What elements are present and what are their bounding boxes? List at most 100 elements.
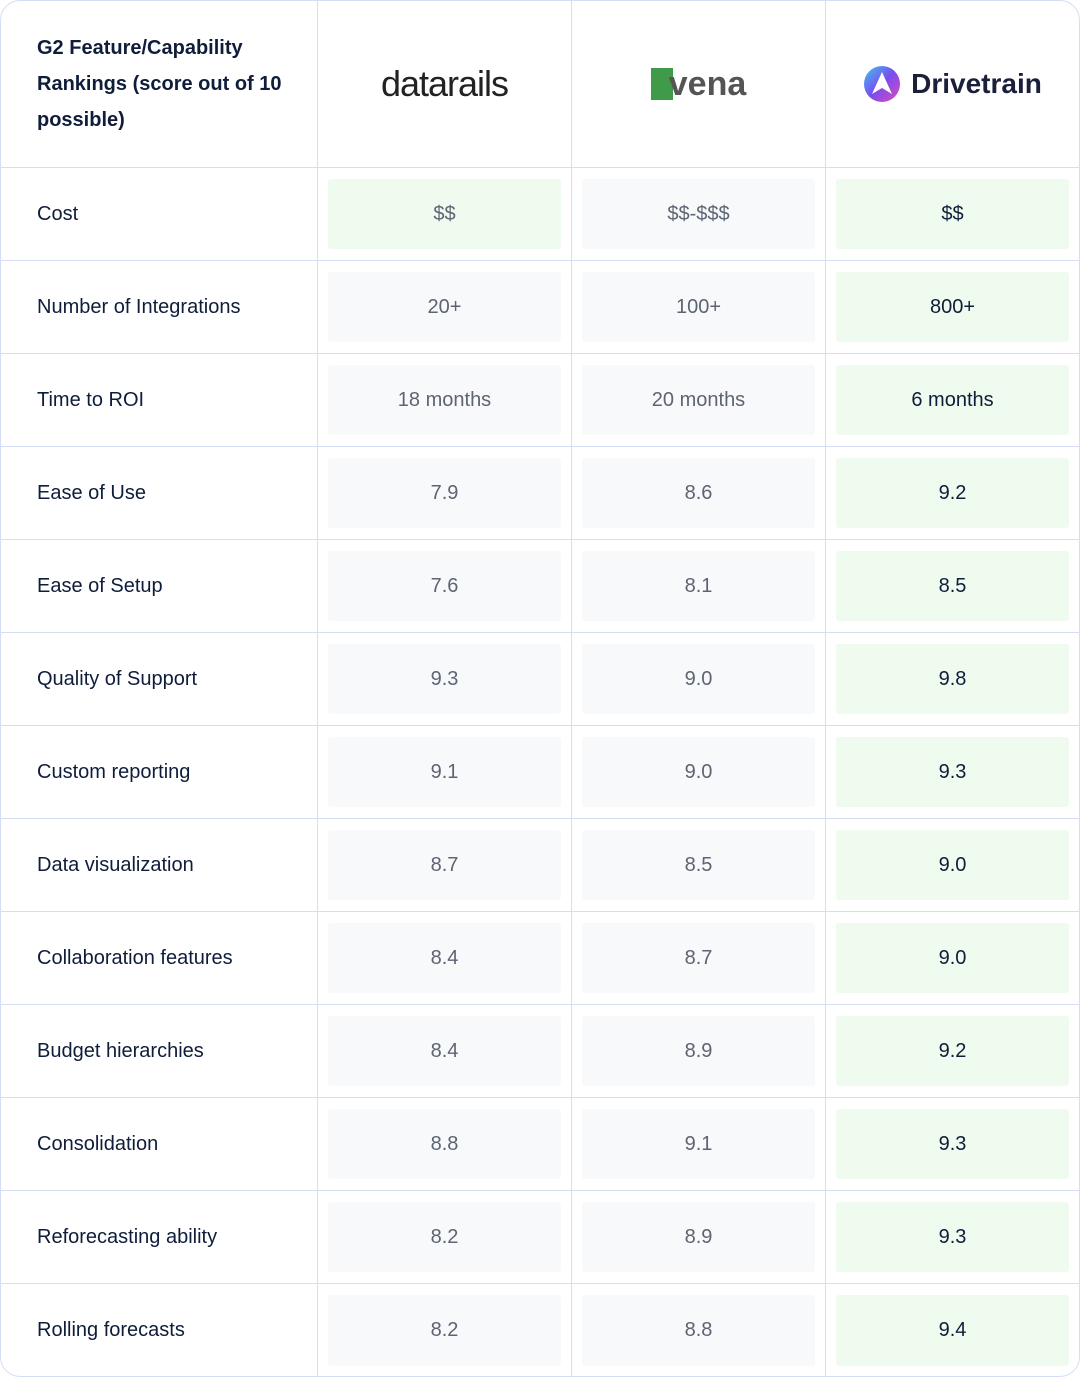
value-cell: 9.3 [825, 1191, 1079, 1283]
value-cell: 8.9 [571, 1191, 825, 1283]
value-cell: 8.7 [317, 819, 571, 911]
value-cell: 8.8 [317, 1098, 571, 1190]
value: 9.2 [836, 1016, 1069, 1086]
value-cell: 8.7 [571, 912, 825, 1004]
table-row: Ease of Use 7.9 8.6 9.2 [1, 447, 1079, 540]
value-cell: 100+ [571, 261, 825, 353]
value: 8.5 [582, 830, 815, 900]
value-cell: 18 months [317, 354, 571, 446]
value-cell: 9.4 [825, 1284, 1079, 1376]
value: 9.4 [836, 1295, 1069, 1366]
value-cell: 9.0 [825, 912, 1079, 1004]
value: 8.2 [328, 1202, 561, 1272]
value-cell: 20 months [571, 354, 825, 446]
row-label: Number of Integrations [37, 295, 241, 318]
value: 9.3 [836, 1109, 1069, 1179]
value-cell: 800+ [825, 261, 1079, 353]
value: 8.8 [328, 1109, 561, 1179]
value-cell: 8.8 [571, 1284, 825, 1376]
row-label: Rolling forecasts [37, 1319, 185, 1341]
value-cell: 8.2 [317, 1284, 571, 1376]
vendor-logo: datarails [380, 63, 509, 104]
row-label: Quality of Support [37, 667, 198, 690]
value-cell: 9.1 [317, 726, 571, 818]
value: 20 months [582, 365, 815, 435]
table-row: Cost $$ $$-$$$ $$ [1, 168, 1079, 261]
value: 6 months [836, 365, 1069, 435]
value: 8.4 [328, 1016, 561, 1086]
value: 9.3 [836, 1202, 1069, 1272]
value-cell: $$-$$$ [571, 168, 825, 260]
value: 9.2 [836, 458, 1069, 528]
value-cell: 9.3 [317, 633, 571, 725]
table-title: G2 Feature/Capability Rankings (score ou… [37, 37, 282, 131]
value-cell: 9.0 [571, 633, 825, 725]
vendor-logo: vena [668, 64, 747, 103]
value: 100+ [582, 272, 815, 342]
value-cell: 7.6 [317, 540, 571, 632]
value: 7.6 [328, 551, 561, 621]
vendor-logo: Drivetrain [911, 68, 1042, 99]
table-row: Custom reporting 9.1 9.0 9.3 [1, 726, 1079, 819]
value-cell: 20+ [317, 261, 571, 353]
value: 18 months [328, 365, 561, 435]
table-row: Ease of Setup 7.6 8.1 8.5 [1, 540, 1079, 633]
value: 8.4 [328, 923, 561, 993]
row-label: Ease of Use [37, 481, 146, 504]
row-label: Time to ROI [37, 388, 145, 411]
value: 9.1 [328, 737, 561, 807]
value-cell: 9.2 [825, 447, 1079, 539]
row-label: Cost [37, 202, 79, 225]
vena-mark [650, 68, 673, 100]
value-cell: 9.0 [571, 726, 825, 818]
value: $$ [328, 179, 561, 249]
table-row: Collaboration features 8.4 8.7 9.0 [1, 912, 1079, 1005]
value: 8.5 [836, 551, 1069, 621]
table-row: Time to ROI 18 months 20 months 6 months [1, 354, 1079, 447]
value-cell: 8.6 [571, 447, 825, 539]
table-row: Consolidation 8.8 9.1 9.3 [1, 1098, 1079, 1191]
value-cell: 9.3 [825, 726, 1079, 818]
value: 8.8 [582, 1295, 815, 1366]
value-cell: 9.1 [571, 1098, 825, 1190]
value-cell: 9.2 [825, 1005, 1079, 1097]
value: 9.0 [836, 830, 1069, 900]
table-row: Data visualization 8.7 8.5 9.0 [1, 819, 1079, 912]
value-cell: 7.9 [317, 447, 571, 539]
value-cell: $$ [317, 168, 571, 260]
value: 7.9 [328, 458, 561, 528]
value: 9.3 [836, 737, 1069, 807]
value-cell: 8.9 [571, 1005, 825, 1097]
value: 9.1 [582, 1109, 815, 1179]
value: $$-$$$ [582, 179, 815, 249]
header-cell: vena [571, 1, 825, 167]
value-cell: 8.4 [317, 912, 571, 1004]
table-row: Rolling forecasts 8.2 8.8 9.4 [1, 1284, 1079, 1376]
row-label: Consolidation [37, 1132, 159, 1155]
value: $$ [836, 179, 1069, 249]
row-label: Collaboration features [37, 946, 233, 969]
value-cell: 9.0 [825, 819, 1079, 911]
value: 9.0 [582, 644, 815, 714]
value: 20+ [328, 272, 561, 342]
value: 9.0 [582, 737, 815, 807]
row-label: Data visualization [37, 853, 194, 876]
header-cell: G2 Feature/Capability Rankings (score ou… [1, 1, 317, 167]
value-cell: 8.1 [571, 540, 825, 632]
value: 8.6 [582, 458, 815, 528]
value: 9.8 [836, 644, 1069, 714]
value-cell: $$ [825, 168, 1079, 260]
header-cell: datarails [317, 1, 571, 167]
header-cell: Drivetrain [825, 1, 1079, 167]
value: 8.7 [328, 830, 561, 900]
value-cell: 8.5 [571, 819, 825, 911]
value: 8.9 [582, 1202, 815, 1272]
value: 800+ [836, 272, 1069, 342]
table-row: Budget hierarchies 8.4 8.9 9.2 [1, 1005, 1079, 1098]
value: 8.9 [582, 1016, 815, 1086]
header-row: G2 Feature/Capability Rankings (score ou… [1, 1, 1079, 168]
row-label: Reforecasting ability [37, 1225, 218, 1248]
value-cell: 6 months [825, 354, 1079, 446]
table-row: Quality of Support 9.3 9.0 9.8 [1, 633, 1079, 726]
